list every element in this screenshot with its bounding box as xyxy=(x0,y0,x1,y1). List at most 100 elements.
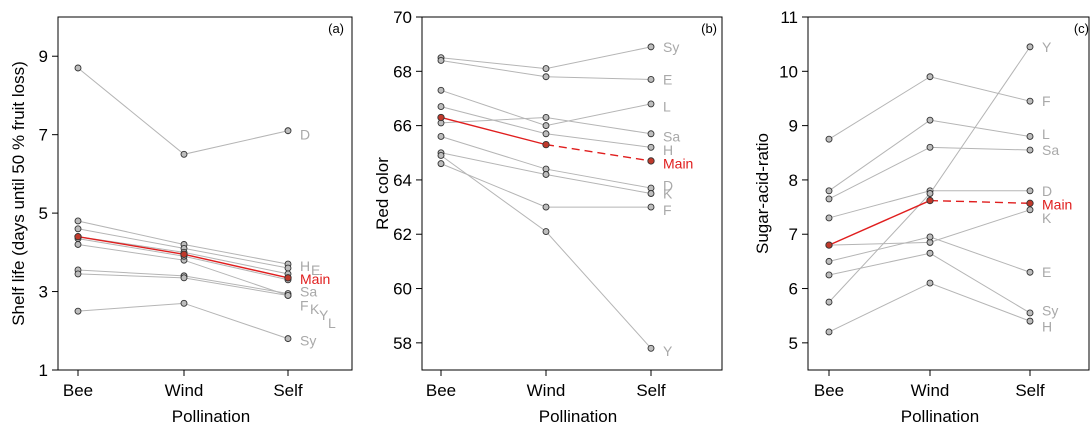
data-point-l xyxy=(542,122,550,130)
y-tick-label: 64 xyxy=(393,171,412,190)
data-point-e xyxy=(926,233,934,241)
y-tick-label: 62 xyxy=(393,225,412,244)
data-point-f xyxy=(825,135,833,143)
panel-tag: (b) xyxy=(701,21,717,36)
y-tick-label: 68 xyxy=(393,62,412,81)
data-point-h xyxy=(647,143,655,151)
data-point-f xyxy=(926,73,934,81)
y-axis-label: Red color xyxy=(373,157,392,230)
data-point-h xyxy=(437,103,445,111)
y-tick-label: 7 xyxy=(789,225,798,244)
data-point-e xyxy=(542,73,550,81)
data-point-sy xyxy=(926,249,934,257)
data-point-k xyxy=(284,292,292,299)
data-point-y xyxy=(542,228,550,235)
series-label-sy: Sy xyxy=(300,333,316,349)
series-label-d: D xyxy=(663,177,673,193)
data-point-main xyxy=(74,232,82,241)
y-tick-label: 9 xyxy=(39,47,48,66)
series-label-main: Main xyxy=(1042,196,1072,212)
x-tick-label: Bee xyxy=(63,381,93,400)
main-line-segment xyxy=(929,199,1031,204)
series-label-sa: Sa xyxy=(663,128,680,144)
data-point-k xyxy=(1026,206,1034,214)
series-line-d xyxy=(77,67,289,155)
series-label-l: L xyxy=(663,99,671,115)
y-tick-label: 7 xyxy=(39,126,48,145)
series-label-sy: Sy xyxy=(1042,302,1058,318)
main-line-segment xyxy=(440,116,547,146)
data-point-sa xyxy=(926,143,934,151)
data-point-l xyxy=(825,187,833,195)
y-tick-label: 1 xyxy=(39,361,48,380)
data-point-e xyxy=(647,76,655,83)
data-point-y xyxy=(926,190,934,197)
data-point-k xyxy=(542,171,550,178)
data-point-d xyxy=(74,64,82,72)
data-point-k xyxy=(647,190,655,197)
y-tick-label: 58 xyxy=(393,334,412,353)
data-point-main xyxy=(926,196,934,205)
data-point-main xyxy=(437,113,445,122)
x-tick-label: Wind xyxy=(165,381,204,400)
series-label-f: F xyxy=(300,297,309,313)
data-point-d xyxy=(1026,187,1034,195)
series-label-e: E xyxy=(311,262,320,278)
panel-tag: (c) xyxy=(1074,21,1089,36)
data-point-sy xyxy=(180,299,188,307)
data-point-sa xyxy=(542,114,550,121)
y-tick-label: 6 xyxy=(789,280,798,299)
series-label-e: E xyxy=(663,71,672,87)
plot-frame xyxy=(57,16,353,371)
series-line-l xyxy=(828,119,1031,192)
data-point-e xyxy=(825,257,833,265)
series-label-main: Main xyxy=(663,156,693,172)
series-label-l: L xyxy=(1042,126,1050,142)
series-label-sy: Sy xyxy=(663,39,679,55)
x-axis-label: Pollination xyxy=(172,407,250,426)
series-label-k: K xyxy=(663,186,673,202)
data-point-f xyxy=(437,160,445,168)
data-point-sa xyxy=(647,130,655,138)
series-line-sy xyxy=(77,302,289,340)
plot-frame xyxy=(421,16,723,371)
series-label-d: D xyxy=(1042,183,1052,199)
series-label-h: H xyxy=(300,258,310,274)
y-tick-label: 5 xyxy=(789,334,798,353)
panel-a: 1 3 5 7 9 Bee Wind Self Pollination Shelf life (d… xyxy=(9,16,353,426)
series-label-f: F xyxy=(1042,93,1051,109)
series-label-k: K xyxy=(1042,210,1052,226)
data-point-l xyxy=(926,116,934,124)
series-label-main: Main xyxy=(300,271,330,287)
main-line-segment xyxy=(77,235,185,255)
x-tick-label: Wind xyxy=(527,381,566,400)
data-point-e xyxy=(74,225,82,233)
data-point-l xyxy=(1026,133,1034,140)
y-tick-label: 9 xyxy=(789,117,798,136)
x-tick-label: Self xyxy=(273,381,303,400)
data-point-main xyxy=(180,250,188,258)
series-label-y: Y xyxy=(319,307,329,323)
data-point-f xyxy=(542,203,550,211)
x-tick-label: Self xyxy=(636,381,666,400)
data-point-f xyxy=(1026,97,1034,105)
x-tick-label: Bee xyxy=(426,381,456,400)
data-point-sa xyxy=(825,195,833,203)
series-line-f xyxy=(828,76,1031,140)
y-tick-label: 60 xyxy=(393,280,412,299)
data-point-y xyxy=(437,152,445,159)
data-point-h xyxy=(825,328,833,336)
series-label-sa: Sa xyxy=(1042,142,1059,158)
data-point-h xyxy=(926,279,934,287)
panel-c: 5 6 7 8 9 10 11 Bee Wind Self Pollination Sugar-aci… xyxy=(753,8,1090,426)
data-point-main xyxy=(542,140,550,149)
series-label-f: F xyxy=(663,202,672,218)
data-point-h xyxy=(1026,317,1034,325)
data-point-main xyxy=(647,157,655,165)
x-axis-label: Pollination xyxy=(901,407,979,426)
data-point-e xyxy=(1026,268,1034,276)
series-label-e: E xyxy=(1042,264,1051,280)
data-point-sy xyxy=(1026,309,1034,317)
series-label-d: D xyxy=(300,127,310,143)
